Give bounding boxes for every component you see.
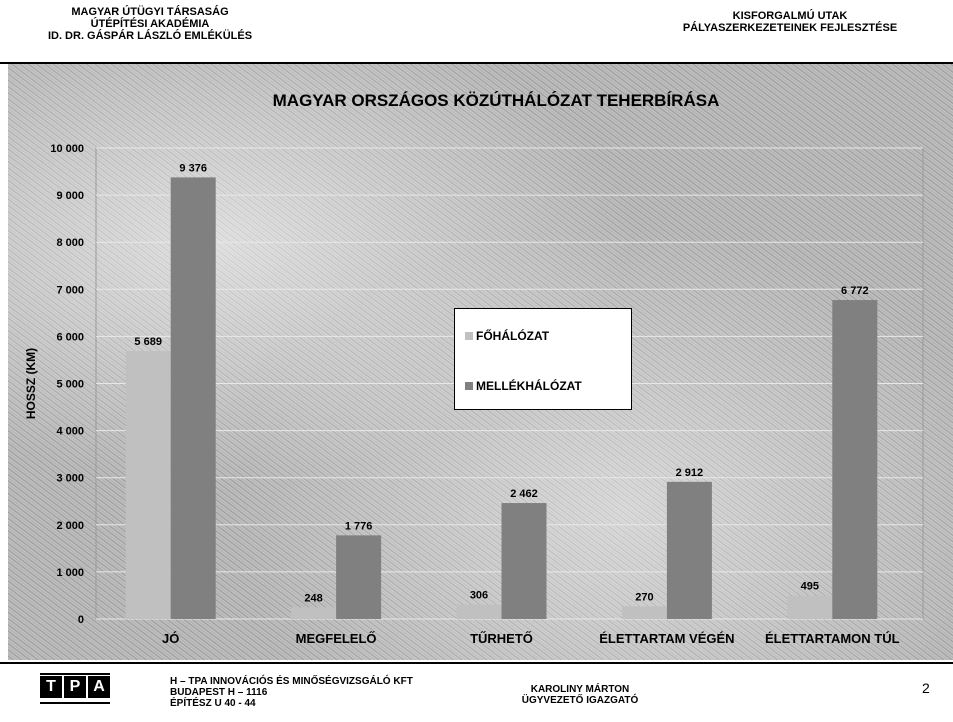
y-tick-label: 0 <box>78 614 84 626</box>
y-tick-label: 7 000 <box>56 284 84 296</box>
y-tick-label: 9 000 <box>56 190 84 202</box>
data-label: 248 <box>304 592 322 604</box>
header-org-line-3: ID. DR. GÁSPÁR LÁSZLÓ EMLÉKÜLÉS <box>47 30 253 42</box>
chart-legend: FŐHÁLÓZAT MELLÉKHÁLÓZAT <box>454 308 632 410</box>
y-tick-label: 1 000 <box>56 567 84 579</box>
logo-letter-a: A <box>88 676 110 698</box>
chart-area: 0 1 000 2 000 3 000 4 000 5 000 6 000 7 000 8 00… <box>8 64 953 660</box>
data-label: 2 912 <box>676 467 704 479</box>
logo-letter-t: T <box>40 676 62 698</box>
bar-fohalozat <box>291 607 337 619</box>
x-tick-label: MEGFELELŐ <box>296 631 377 646</box>
y-tick-label: 6 000 <box>56 331 84 343</box>
slide-footer <box>0 662 953 722</box>
footer-person: KAROLINY MÁRTON ÜGYVEZETŐ IGAZGATÓ <box>500 684 660 706</box>
data-label: 5 689 <box>134 336 162 348</box>
chart-title: MAGYAR ORSZÁGOS KÖZÚTHÁLÓZAT TEHERBÍRÁSA <box>273 91 720 110</box>
legend-swatch-fohalozat <box>465 332 473 340</box>
bar-mellekhalozat <box>170 177 216 619</box>
bar-chart: 0 1 000 2 000 3 000 4 000 5 000 6 000 7 000 8 00… <box>24 91 924 646</box>
data-label: 1 776 <box>345 520 373 532</box>
x-tick-label: TŰRHETŐ <box>470 631 533 646</box>
data-label: 270 <box>635 591 653 603</box>
footer-person-title: ÜGYVEZETŐ IGAZGATÓ <box>521 695 639 706</box>
data-label: 495 <box>801 581 819 593</box>
data-label: 2 462 <box>510 488 538 500</box>
bar-mellekhalozat <box>666 481 712 619</box>
x-tick-label: ÉLETTARTAMON TÚL <box>765 631 900 646</box>
header-org-line-2: ÚTÉPÍTÉSI AKADÉMIA <box>90 18 210 30</box>
y-tick-label: 8 000 <box>56 237 84 249</box>
header-organization: MAGYAR ÚTÜGYI TÁRSASÁG ÚTÉPÍTÉSI AKADÉMI… <box>20 6 280 42</box>
legend-swatch-mellekhalozat <box>465 382 473 390</box>
bar-fohalozat <box>456 604 502 619</box>
y-tick-label: 10 000 <box>50 143 84 155</box>
x-tick-label: JÓ <box>162 631 179 646</box>
data-label: 306 <box>470 590 488 602</box>
logo-top-rule <box>40 673 110 675</box>
bar-fohalozat <box>787 595 833 619</box>
bar-mellekhalozat <box>501 503 547 619</box>
slide-header: MAGYAR ÚTÜGYI TÁRSASÁG ÚTÉPÍTÉSI AKADÉMI… <box>0 0 953 64</box>
y-axis-label: HOSSZ (KM) <box>24 348 38 419</box>
tpa-logo: T P A <box>40 676 112 698</box>
footer-person-name: KAROLINY MÁRTON <box>530 684 630 695</box>
header-topic-line-2: PÁLYASZERKEZETEINEK FEJLESZTÉSE <box>682 22 898 34</box>
page-number: 2 <box>922 680 930 696</box>
bar-mellekhalozat <box>832 300 878 619</box>
bar-mellekhalozat <box>336 535 382 619</box>
y-tick-label: 2 000 <box>56 520 84 532</box>
data-label: 9 376 <box>179 162 207 174</box>
x-tick-label: ÉLETTARTAM VÉGÉN <box>599 631 734 646</box>
bar-fohalozat <box>621 606 667 619</box>
footer-company-line-1: H – TPA INNOVÁCIÓS ÉS MINŐSÉGVIZSGÁLÓ KF… <box>170 676 413 687</box>
footer-company-line-3: ÉPÍTÉSZ U 40 - 44 <box>170 698 256 709</box>
legend-label-mellekhalozat: MELLÉKHÁLÓZAT <box>476 379 582 393</box>
y-tick-label: 4 000 <box>56 426 84 438</box>
bar-fohalozat <box>125 351 171 619</box>
header-topic-line-1: KISFORGALMÚ UTAK <box>732 10 848 22</box>
data-label: 6 772 <box>841 285 869 297</box>
legend-item-fohalozat: FŐHÁLÓZAT <box>465 329 549 343</box>
header-org-line-1: MAGYAR ÚTÜGYI TÁRSASÁG <box>71 6 229 18</box>
footer-company: H – TPA INNOVÁCIÓS ÉS MINŐSÉGVIZSGÁLÓ KF… <box>170 676 413 709</box>
legend-label-fohalozat: FŐHÁLÓZAT <box>476 329 550 343</box>
logo-bottom-rule <box>40 702 110 704</box>
legend-item-mellekhalozat: MELLÉKHÁLÓZAT <box>465 379 582 393</box>
logo-letter-p: P <box>64 676 86 698</box>
y-tick-label: 3 000 <box>56 473 84 485</box>
header-topic: KISFORGALMÚ UTAK PÁLYASZERKEZETEINEK FEJ… <box>640 10 940 34</box>
y-tick-label: 5 000 <box>56 379 84 391</box>
footer-company-line-2: BUDAPEST H – 1116 <box>170 687 268 698</box>
